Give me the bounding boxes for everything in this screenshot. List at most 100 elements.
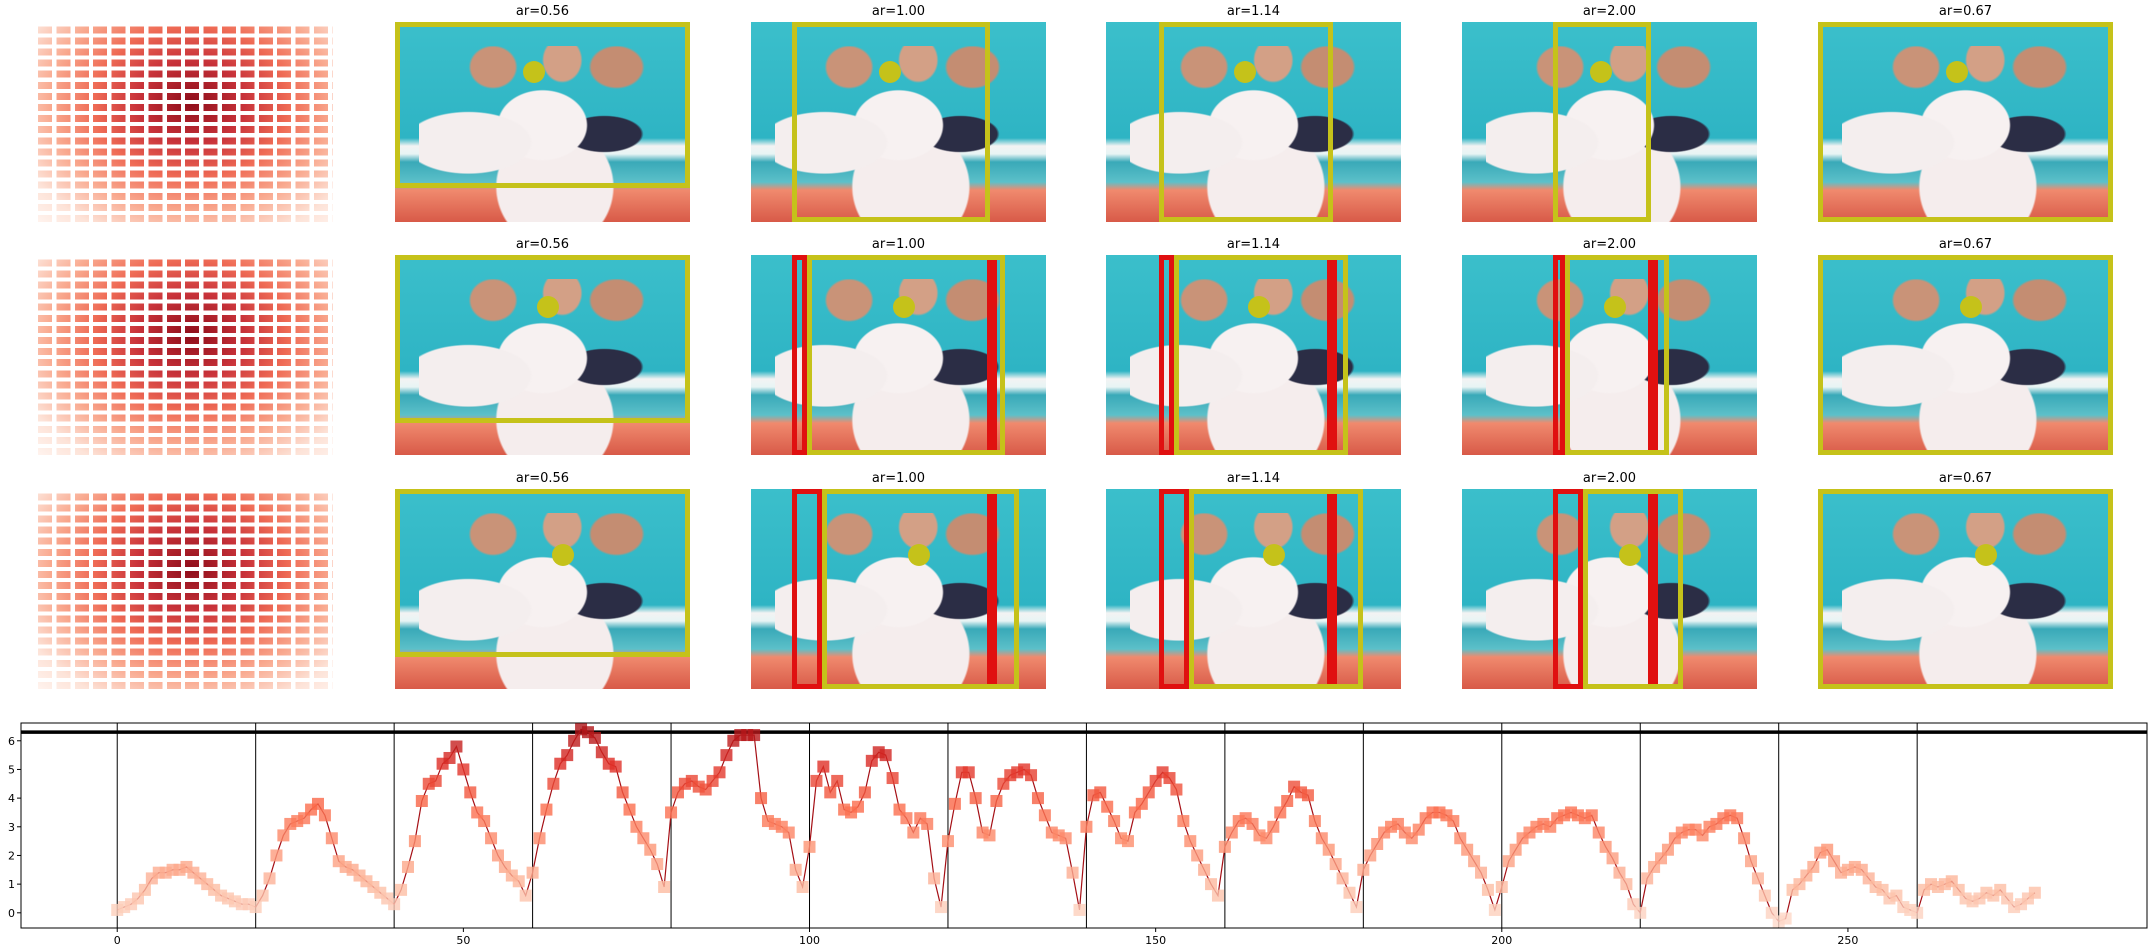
- photo-panel: [395, 22, 690, 222]
- marker: [1198, 863, 1211, 876]
- marker: [1634, 906, 1647, 919]
- marker: [1267, 820, 1280, 833]
- marker: [1475, 866, 1488, 879]
- marker: [1260, 832, 1273, 845]
- marker: [270, 849, 283, 862]
- marker: [491, 849, 504, 862]
- marker: [1281, 794, 1294, 807]
- marker: [935, 901, 948, 914]
- yellow-box: [1173, 255, 1348, 455]
- marker: [748, 729, 761, 742]
- marker: [277, 829, 290, 842]
- photo-panel: [395, 489, 690, 689]
- marker: [547, 777, 560, 790]
- marker: [1606, 852, 1619, 865]
- marker: [1447, 815, 1460, 828]
- marker: [803, 840, 816, 853]
- marker: [1745, 855, 1758, 868]
- panel-title: ar=1.00: [871, 4, 926, 19]
- marker: [1751, 872, 1764, 885]
- marker: [886, 772, 899, 785]
- heatmap: [38, 22, 333, 222]
- marker: [851, 800, 864, 813]
- marker: [630, 820, 643, 833]
- marker: [1059, 832, 1072, 845]
- photo-panel: [751, 22, 1046, 222]
- gaze-dot: [1248, 296, 1271, 318]
- marker: [526, 866, 539, 879]
- photo-panel: [1106, 255, 1401, 455]
- marker: [512, 875, 525, 888]
- gaze-dot: [522, 61, 545, 83]
- yellow-box: [395, 489, 690, 657]
- marker: [824, 786, 837, 799]
- yellow-box: [1818, 255, 2113, 455]
- marker: [464, 786, 477, 799]
- yellow-box: [1818, 22, 2113, 222]
- marker: [928, 872, 941, 885]
- panel-title: ar=0.67: [1938, 471, 1993, 486]
- marker: [720, 749, 733, 762]
- marker: [1488, 903, 1501, 916]
- marker: [138, 883, 151, 896]
- y-tick-label: 5: [8, 763, 15, 776]
- plot-frame: [20, 722, 2148, 929]
- marker: [1461, 843, 1474, 856]
- marker: [637, 832, 650, 845]
- yellow-box: [1188, 489, 1363, 689]
- marker: [429, 774, 442, 787]
- marker: [1807, 860, 1820, 873]
- photo-panel: [1462, 489, 1757, 689]
- marker: [969, 792, 982, 805]
- panel-title: ar=1.14: [1226, 471, 1281, 486]
- gaze-dot: [1960, 296, 1983, 318]
- heatmap: [38, 255, 333, 455]
- x-tick-label: 200: [1491, 934, 1512, 947]
- gaze-dot: [1589, 61, 1612, 83]
- marker: [318, 809, 331, 822]
- marker: [921, 817, 934, 830]
- marker: [1758, 889, 1771, 902]
- marker: [1038, 809, 1051, 822]
- marker: [485, 832, 498, 845]
- marker: [1073, 903, 1086, 916]
- marker: [1142, 786, 1155, 799]
- red-box: [1159, 489, 1189, 689]
- players: [774, 513, 1023, 689]
- panel-title: ar=1.00: [871, 237, 926, 252]
- photo-panel: [751, 255, 1046, 455]
- marker: [1308, 815, 1321, 828]
- marker: [623, 803, 636, 816]
- marker: [817, 760, 830, 773]
- marker: [1205, 878, 1218, 891]
- marker: [1329, 858, 1342, 871]
- gaze-dot: [878, 61, 901, 83]
- players: [418, 513, 667, 689]
- yellow-box: [1553, 22, 1651, 222]
- gaze-dot: [1604, 296, 1627, 318]
- marker: [1274, 806, 1287, 819]
- y-tick-label: 2: [8, 849, 15, 862]
- marker: [1828, 855, 1841, 868]
- marker: [1502, 855, 1515, 868]
- yellow-box: [807, 255, 1005, 455]
- marker: [1080, 820, 1093, 833]
- marker: [1301, 789, 1314, 802]
- marker: [907, 826, 920, 839]
- marker: [595, 746, 608, 759]
- panel-title: ar=0.67: [1938, 4, 1993, 19]
- red-box: [1159, 255, 1174, 455]
- players: [1841, 513, 2090, 689]
- panel-title: ar=2.00: [1582, 471, 1637, 486]
- gaze-dot: [1945, 61, 1968, 83]
- marker: [1218, 840, 1231, 853]
- marker: [249, 901, 262, 914]
- marker: [1779, 912, 1792, 925]
- photo-panel: [1462, 255, 1757, 455]
- marker: [1066, 866, 1079, 879]
- marker: [325, 832, 338, 845]
- photo-panel: [1818, 255, 2113, 455]
- x-tick-label: 250: [1837, 934, 1858, 947]
